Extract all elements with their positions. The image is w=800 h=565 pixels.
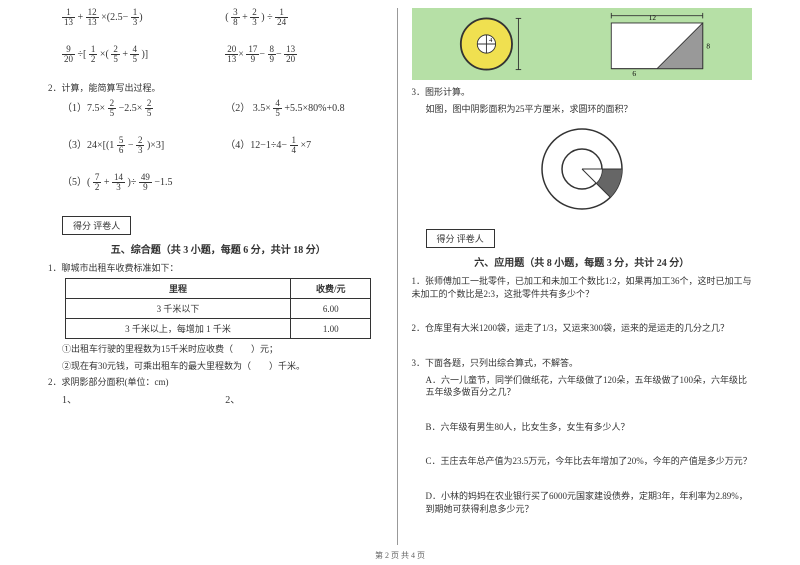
left-column: 113 + 1213 ×(2.5− 13) ( 38 + 23 ) ÷ 124 …	[40, 8, 398, 545]
fare-table: 里程收费/元 3 千米以下6.00 3 千米以上，每增加 1 千米1.00	[65, 278, 371, 339]
q5-1b: ②现在有30元钱，可乘出租车的最大里程数为（ ）千米。	[48, 360, 389, 373]
q5-2-labels: 1、 2、	[48, 393, 389, 408]
q6-3a: A．六一儿童节，同学们做纸花，六年级做了120朵，五年级做了100朵，六年级比五…	[412, 374, 753, 399]
ring-diagram-icon	[532, 119, 632, 219]
table-h2: 收费/元	[290, 279, 371, 299]
q2-5: （5）( 72 + 143 )÷ 499 −1.5	[62, 173, 225, 192]
q6-3c: C．王庄去年总产值为23.5万元，今年比去年增加了20%，今年的产值是多少万元？	[412, 455, 753, 468]
section-5-title: 五、综合题（共 3 小题，每题 6 分，共计 18 分）	[48, 241, 389, 256]
svg-text:8: 8	[706, 42, 710, 51]
q2-title: 2．计算，能简算写出过程。	[48, 82, 389, 95]
q6-3b: B．六年级有男生80人，比女生多，女生有多少人？	[412, 421, 753, 434]
q2-row-a: （1）7.5× 25 −2.5× 25 （2） 3.5× 45 +5.5×80%…	[48, 99, 389, 118]
right-column: 4 12 8 6 3．图形计算。 如图，图中阴影面积为25平方厘米，求圆环的面积…	[398, 8, 761, 545]
q6-3d: D．小林的妈妈在农业银行买了6000元国家建设债券，定期3年，年利率为2.89%…	[412, 490, 753, 515]
formula-1a: 113 + 1213 ×(2.5− 13)	[62, 8, 225, 27]
q2-3: （3）24×[(1 56 − 23 )×3]	[62, 136, 225, 155]
section-6-title: 六、应用题（共 8 小题，每题 3 分，共计 24 分）	[412, 254, 753, 269]
formula-2b: 2013× 179− 89− 1320	[225, 45, 388, 64]
rect-diagram-icon: 12 8 6	[602, 12, 712, 76]
q2-2: （2） 3.5× 45 +5.5×80%+0.8	[225, 99, 388, 118]
circle-diagram-icon: 4	[452, 12, 530, 76]
q3-title: 3．图形计算。	[412, 86, 753, 99]
q5-2-label-2: 2、	[225, 393, 388, 408]
score-box-left: 得分 评卷人	[62, 216, 131, 235]
table-h1: 里程	[66, 279, 291, 299]
q6-3: 3．下面各题，只列出综合算式，不解答。	[412, 357, 753, 370]
q2-row-b: （3）24×[(1 56 − 23 )×3] （4）12−1÷4− 14 ×7	[48, 136, 389, 155]
table-r2c2: 1.00	[290, 319, 371, 339]
svg-text:6: 6	[632, 69, 636, 76]
formula-2a: 920 ÷[ 12 ×( 25 + 45 )]	[62, 45, 225, 64]
table-r2c1: 3 千米以上，每增加 1 千米	[66, 319, 291, 339]
q2-1: （1）7.5× 25 −2.5× 25	[62, 99, 225, 118]
table-r1c1: 3 千米以下	[66, 299, 291, 319]
table-r1c2: 6.00	[290, 299, 371, 319]
score-box-right: 得分 评卷人	[426, 229, 495, 248]
q5-1: 1．聊城市出租车收费标准如下：	[48, 262, 389, 275]
diagram-panel: 4 12 8 6	[412, 8, 753, 80]
q2-row-c: （5）( 72 + 143 )÷ 499 −1.5	[48, 173, 389, 192]
formula-row-1: 113 + 1213 ×(2.5− 13) ( 38 + 23 ) ÷ 124	[48, 8, 389, 27]
q5-2-label-1: 1、	[62, 393, 225, 408]
page-footer: 第 2 页 共 4 页	[0, 550, 800, 561]
q5-1a: ①出租车行驶的里程数为15千米时应收费（ ）元；	[48, 343, 389, 356]
q5-2: 2．求阴影部分面积(单位：cm)	[48, 376, 389, 389]
formula-row-2: 920 ÷[ 12 ×( 25 + 45 )] 2013× 179− 89− 1…	[48, 45, 389, 64]
svg-text:12: 12	[649, 13, 657, 22]
formula-1b: ( 38 + 23 ) ÷ 124	[225, 8, 388, 27]
q2-4: （4）12−1÷4− 14 ×7	[225, 136, 388, 155]
q6-1: 1．张师傅加工一批零件，已加工和未加工个数比1:2，如果再加工36个，这时已加工…	[412, 275, 753, 300]
q3-text: 如图，图中阴影面积为25平方厘米，求圆环的面积？	[412, 103, 753, 116]
q6-2: 2．仓库里有大米1200袋，运走了1/3，又运来300袋，运来的是运走的几分之几…	[412, 322, 753, 335]
